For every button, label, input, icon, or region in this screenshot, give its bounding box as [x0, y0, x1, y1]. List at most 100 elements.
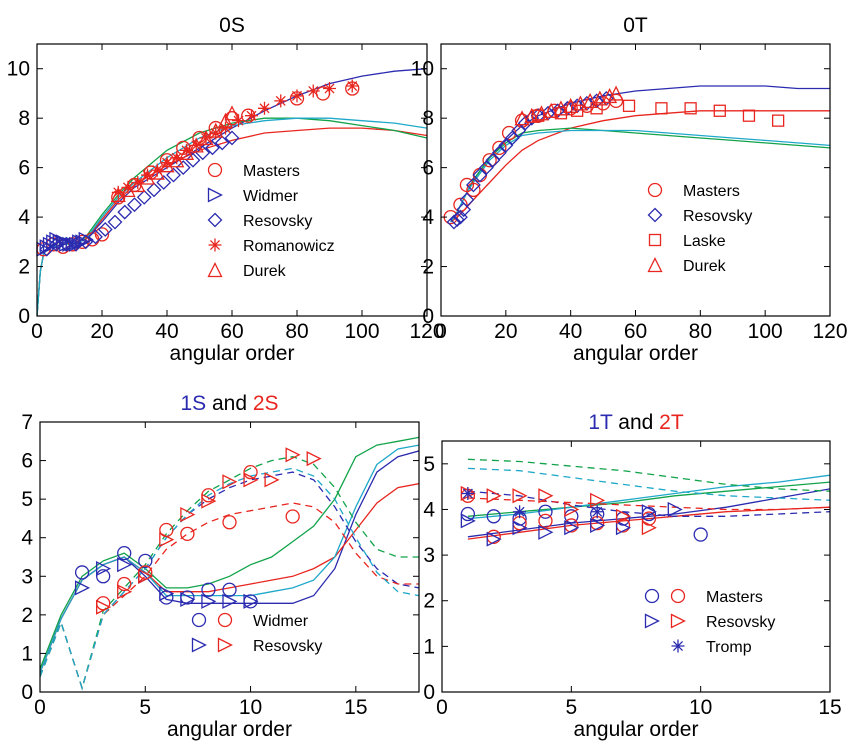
data-point — [224, 130, 240, 146]
data-point — [49, 236, 64, 252]
data-point — [274, 94, 288, 108]
data-point — [592, 90, 608, 106]
legend-marker — [647, 257, 663, 273]
data-point — [141, 168, 154, 182]
legend-label: Widmer — [243, 188, 299, 205]
legend-marker — [644, 588, 660, 604]
y-tick-label: 5 — [21, 488, 33, 511]
data-point — [138, 553, 153, 569]
data-point — [222, 474, 238, 490]
x-tick-label: 10 — [689, 696, 712, 719]
data-point — [224, 105, 240, 121]
chart-panel-3: 0 5 10 15 0 1 2 3 4 5 6 7 angular order 1S and 2S Widm… — [21, 392, 420, 741]
legend-marker — [207, 187, 223, 203]
data-point — [201, 493, 217, 509]
legend-marker — [217, 612, 233, 628]
legend: Masters Widmer Resovsky Romanowicz Durek — [207, 162, 335, 280]
model-curve-blue-solid — [467, 488, 830, 538]
data-point — [258, 101, 271, 115]
data-point — [615, 508, 632, 524]
data-point — [136, 189, 152, 205]
x-tick-label: 40 — [559, 320, 582, 343]
data-point — [110, 186, 126, 202]
x-tick-label: 5 — [565, 696, 577, 719]
x-tick-label: 0 — [435, 320, 447, 343]
x-axis-label: angular order — [573, 342, 698, 365]
data-point — [264, 472, 280, 488]
legend-label: Masters — [243, 163, 300, 180]
title-part: 2T — [659, 411, 684, 434]
model-curve-cyan-solid — [450, 129, 830, 223]
data-point — [602, 87, 618, 104]
data-point — [222, 593, 238, 609]
legend-marker — [191, 637, 207, 653]
model-curve-green-solid — [450, 127, 830, 223]
data-point — [198, 130, 214, 146]
data-point — [208, 122, 224, 138]
data-point — [222, 515, 237, 530]
legend-marker — [207, 262, 223, 278]
chart-title: 0S — [219, 14, 245, 37]
data-point — [306, 451, 322, 467]
data-point — [460, 506, 476, 522]
legend-marker — [670, 613, 686, 629]
chart-title: 1T and 2T — [588, 411, 684, 434]
series-widmer-red — [96, 464, 300, 611]
data-point — [117, 576, 132, 592]
data-point — [117, 584, 133, 600]
legend: Masters Resovsky Tromp — [644, 588, 775, 656]
series-durek-red — [110, 105, 240, 202]
data-point — [524, 110, 540, 126]
y-tick-label: 10 — [411, 58, 434, 81]
series-resovsky-red — [96, 447, 322, 615]
y-tick-label: 1 — [423, 635, 435, 658]
x-tick-label: 15 — [344, 696, 367, 719]
x-tick-label: 0 — [436, 696, 448, 719]
data-point — [771, 114, 785, 127]
x-tick-label: 10 — [239, 696, 262, 719]
y-tick-label: 4 — [18, 206, 30, 229]
legend: Widmer Resovsky — [191, 612, 322, 655]
data-point — [170, 151, 184, 165]
series-romanowicz-red — [111, 79, 359, 199]
data-point — [622, 99, 636, 112]
legend-marker — [191, 612, 207, 628]
data-point — [185, 152, 201, 168]
data-point — [449, 212, 465, 227]
data-point — [655, 102, 668, 115]
data-point — [94, 227, 110, 242]
data-point — [456, 202, 472, 218]
data-point — [345, 79, 359, 93]
legend-marker — [207, 162, 223, 178]
y-tick-label: 0 — [422, 305, 434, 328]
data-point — [553, 100, 569, 116]
data-point — [285, 509, 300, 524]
data-point — [178, 144, 195, 160]
series-resovsky-blue — [460, 501, 683, 547]
x-tick-label: 5 — [139, 696, 151, 719]
data-point — [201, 582, 216, 597]
data-point — [323, 82, 336, 96]
x-tick-label: 120 — [409, 320, 444, 343]
legend-marker — [647, 207, 663, 223]
data-point — [590, 102, 603, 115]
data-point — [149, 164, 165, 180]
data-point — [58, 236, 74, 252]
data-point — [461, 486, 475, 500]
data-point — [243, 593, 259, 609]
data-point — [117, 557, 133, 573]
y-tick-label: 6 — [21, 450, 33, 473]
data-point — [78, 234, 94, 250]
data-point — [306, 84, 320, 98]
y-tick-label: 7 — [21, 411, 33, 434]
series-resovsky-blue — [39, 130, 240, 257]
title-part: 2S — [253, 392, 279, 415]
model-curve-blue-dashed — [40, 471, 419, 691]
data-point — [159, 532, 175, 548]
data-point — [180, 143, 193, 157]
legend-label: Resovsky — [683, 208, 752, 225]
data-point — [512, 520, 528, 536]
data-point — [138, 568, 154, 584]
